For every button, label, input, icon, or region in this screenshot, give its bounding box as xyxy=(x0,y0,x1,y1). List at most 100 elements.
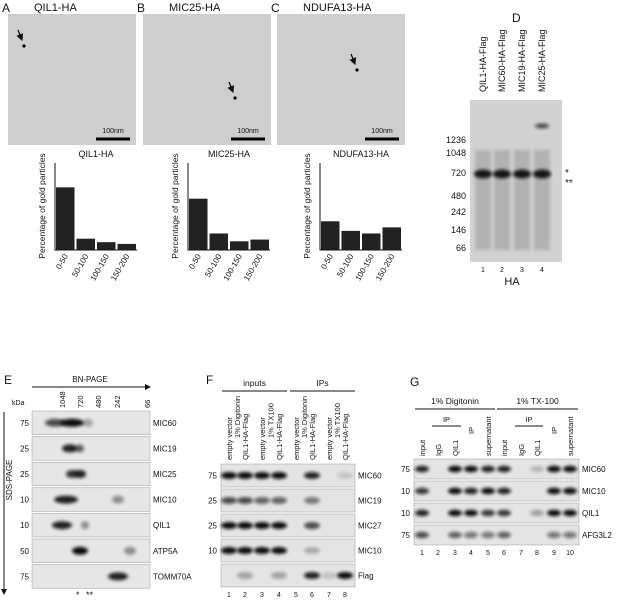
band xyxy=(76,444,84,453)
detergent-label: 1% Digitonin xyxy=(300,396,309,438)
micrograph xyxy=(8,14,136,145)
lane-number: 2 xyxy=(436,550,440,557)
lane-number: 3 xyxy=(520,267,524,274)
band xyxy=(304,547,320,554)
lane-number: 5 xyxy=(294,592,298,599)
band xyxy=(464,465,478,473)
band xyxy=(481,487,495,495)
panel-label: A xyxy=(2,1,10,15)
blot xyxy=(31,513,151,538)
mw-marker: 242 xyxy=(451,207,466,217)
mw-marker: 10 xyxy=(401,509,410,518)
axis-label: SDS-PAGE xyxy=(5,460,14,501)
protein-label: AFG3L2 xyxy=(582,531,612,540)
axis-label: BN-PAGE xyxy=(72,375,107,384)
lane-label: QIL1-HA-Flag xyxy=(478,36,488,92)
group-label: 1% Digitonin xyxy=(431,396,479,406)
protein-label: QIL1 xyxy=(582,509,600,518)
mw-marker: 720 xyxy=(451,168,466,178)
subgroup-label: IP xyxy=(443,415,450,424)
band xyxy=(237,497,253,504)
lane-number: 4 xyxy=(277,592,281,599)
band xyxy=(254,472,270,479)
mw-marker: 75 xyxy=(20,419,29,428)
x-tick-label: 0-50 xyxy=(319,252,335,271)
mw-marker: 75 xyxy=(20,572,29,581)
asterisk: * xyxy=(565,168,569,179)
mw-marker: 25 xyxy=(20,444,29,453)
mw-marker: 25 xyxy=(208,522,217,531)
band xyxy=(83,418,93,427)
band xyxy=(271,472,287,479)
blot xyxy=(31,436,151,461)
protein-label: MIC27 xyxy=(358,522,382,531)
band xyxy=(513,169,531,179)
mw-marker: 146 xyxy=(451,225,466,235)
lane-number: 4 xyxy=(469,550,473,557)
lane-label: QIL1-HA-Flag xyxy=(341,414,350,460)
chart-title: QIL1-HA xyxy=(78,149,113,159)
band xyxy=(124,546,136,555)
band xyxy=(563,487,577,495)
band xyxy=(481,509,495,517)
panel-title: MIC25-HA xyxy=(169,2,221,14)
band xyxy=(448,531,462,539)
panel-label: B xyxy=(137,1,145,15)
axis xyxy=(54,163,137,251)
chart-title: NDUFA13-HA xyxy=(333,149,389,159)
band xyxy=(563,509,577,517)
lane-label: QIL1 xyxy=(451,440,460,456)
band xyxy=(530,465,544,473)
lane-label: IgG xyxy=(434,444,443,456)
band xyxy=(271,547,287,554)
x-tick-label: 150-200 xyxy=(242,252,265,282)
mw-marker: 75 xyxy=(401,531,410,540)
band xyxy=(72,546,88,555)
lane-number: 8 xyxy=(535,550,539,557)
gold-particle xyxy=(233,96,237,100)
band xyxy=(497,465,511,473)
band xyxy=(237,522,253,529)
scale-bar-label: 100nm xyxy=(237,128,259,135)
protein-label: MIC10 xyxy=(582,487,606,496)
panel-label: F xyxy=(206,373,213,387)
lane-label: empty vector xyxy=(292,417,301,460)
bar xyxy=(209,233,228,250)
lane-label: IgG xyxy=(517,444,526,456)
y-axis-label: Percentage of gold particles xyxy=(170,153,180,258)
lane-label: empty vector xyxy=(258,417,267,460)
x-tick-label: 0-50 xyxy=(54,252,70,271)
group-label: inputs xyxy=(243,378,266,388)
protein-label: MIC10 xyxy=(153,496,177,505)
asterisk: ** xyxy=(86,590,94,600)
blot xyxy=(31,487,151,512)
band xyxy=(448,509,462,517)
protein-label: MIC19 xyxy=(153,444,177,453)
x-tick-label: 0-50 xyxy=(187,252,203,271)
micrograph xyxy=(277,14,405,145)
bar xyxy=(250,239,269,250)
detergent-label: 1% TX100 xyxy=(267,403,276,438)
bar xyxy=(321,221,340,250)
band xyxy=(304,472,320,479)
lane-label: input xyxy=(500,439,509,456)
subgroup-label: supernatant xyxy=(484,415,493,456)
bar xyxy=(97,242,116,250)
band xyxy=(221,547,237,554)
band xyxy=(237,572,253,579)
group-label: 1% TX-100 xyxy=(516,396,559,406)
band xyxy=(448,465,462,473)
bar xyxy=(382,227,401,250)
band xyxy=(493,169,511,179)
band xyxy=(271,497,287,504)
scale-bar-label: 100nm xyxy=(102,128,124,135)
mw-marker: 66 xyxy=(456,243,466,253)
band xyxy=(337,472,353,479)
unit-label: kDa xyxy=(12,400,25,407)
mw-marker: 480 xyxy=(94,395,103,408)
blot xyxy=(31,461,151,487)
x-tick-label: 100-150 xyxy=(89,252,112,282)
band xyxy=(415,531,429,539)
band xyxy=(304,497,320,504)
mw-marker: 75 xyxy=(208,472,217,481)
